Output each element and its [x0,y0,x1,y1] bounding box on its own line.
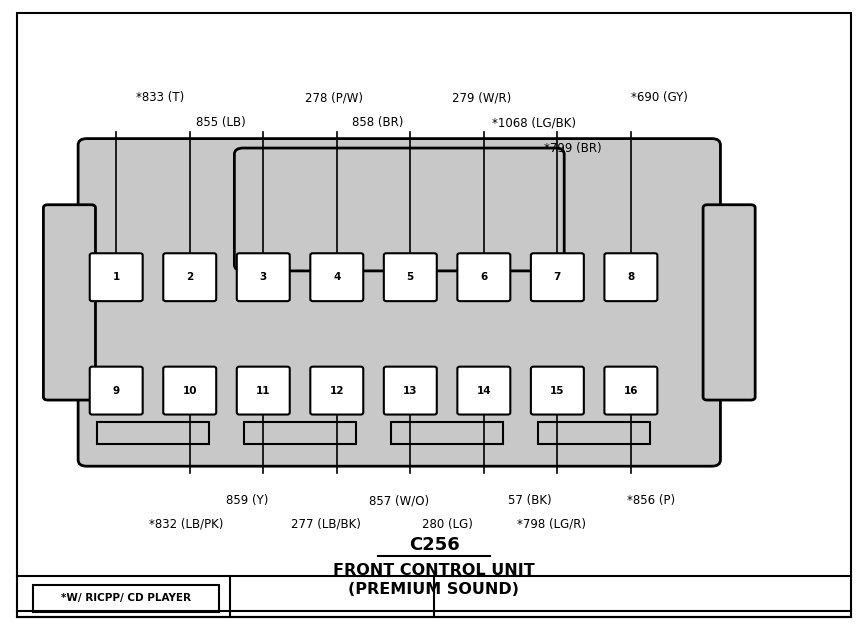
FancyBboxPatch shape [384,253,437,301]
Text: 15: 15 [550,386,564,396]
Text: 859 (Y): 859 (Y) [227,495,268,507]
FancyBboxPatch shape [311,253,363,301]
Text: 5: 5 [407,272,414,282]
FancyBboxPatch shape [78,139,720,466]
Bar [96,422,209,444]
Text: 10: 10 [182,386,197,396]
Text: 6: 6 [480,272,488,282]
Text: (PREMIUM SOUND): (PREMIUM SOUND) [348,581,520,597]
Text: 280 (LG): 280 (LG) [422,518,472,530]
Text: 13: 13 [403,386,418,396]
Bar [244,422,357,444]
Text: 277 (LB/BK): 277 (LB/BK) [291,518,360,530]
Text: 855 (LB): 855 (LB) [196,117,247,129]
Text: 858 (BR): 858 (BR) [352,117,404,129]
Text: 16: 16 [623,386,638,396]
Text: C256: C256 [409,536,459,554]
Text: *690 (GY): *690 (GY) [631,91,688,104]
Text: 57 (BK): 57 (BK) [508,495,551,507]
Text: 3: 3 [260,272,266,282]
FancyBboxPatch shape [33,585,219,612]
Text: 278 (P/W): 278 (P/W) [306,91,363,104]
Text: 2: 2 [186,272,194,282]
Text: 857 (W/O): 857 (W/O) [369,495,430,507]
FancyBboxPatch shape [43,205,95,400]
Text: *1068 (LG/BK): *1068 (LG/BK) [492,117,575,129]
Text: *W/ RICPP/ CD PLAYER: *W/ RICPP/ CD PLAYER [61,593,191,604]
Text: 279 (W/R): 279 (W/R) [452,91,511,104]
FancyBboxPatch shape [604,367,657,415]
Text: *832 (LB/PK): *832 (LB/PK) [149,518,224,530]
FancyBboxPatch shape [703,205,755,400]
Text: *798 (LG/R): *798 (LG/R) [516,518,586,530]
Text: 12: 12 [330,386,344,396]
FancyBboxPatch shape [234,148,564,271]
Text: *833 (T): *833 (T) [136,91,185,104]
Bar [538,422,650,444]
Text: 14: 14 [477,386,491,396]
Text: *856 (P): *856 (P) [627,495,675,507]
FancyBboxPatch shape [604,253,657,301]
Text: 4: 4 [333,272,340,282]
Text: 11: 11 [256,386,271,396]
Text: 9: 9 [113,386,120,396]
Text: *799 (BR): *799 (BR) [544,142,602,154]
FancyBboxPatch shape [163,367,216,415]
FancyBboxPatch shape [531,367,584,415]
Bar [391,422,503,444]
Text: FRONT CONTROL UNIT: FRONT CONTROL UNIT [333,563,535,578]
Text: 1: 1 [113,272,120,282]
FancyBboxPatch shape [457,253,510,301]
FancyBboxPatch shape [384,367,437,415]
FancyBboxPatch shape [237,253,290,301]
FancyBboxPatch shape [89,253,142,301]
FancyBboxPatch shape [311,367,363,415]
FancyBboxPatch shape [457,367,510,415]
FancyBboxPatch shape [89,367,142,415]
FancyBboxPatch shape [237,367,290,415]
FancyBboxPatch shape [163,253,216,301]
FancyBboxPatch shape [531,253,584,301]
Text: 7: 7 [554,272,561,282]
Text: 8: 8 [628,272,635,282]
